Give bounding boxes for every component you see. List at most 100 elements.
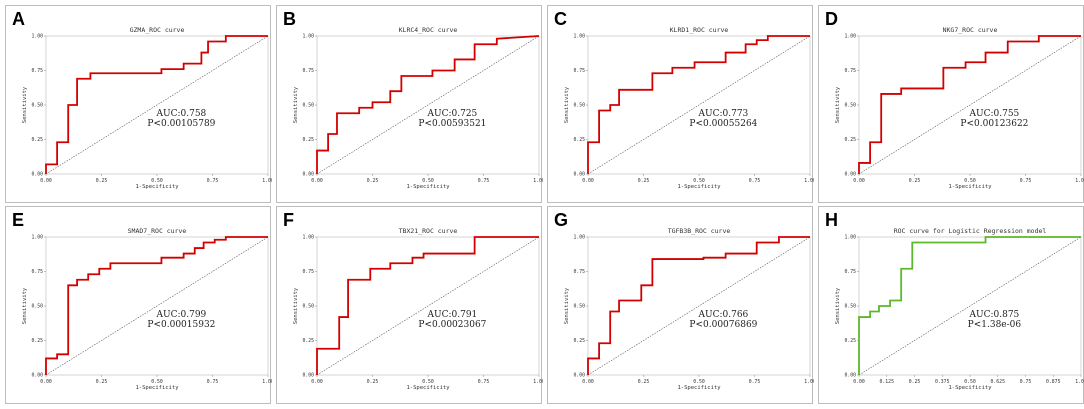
y-tick-label: 0.50 <box>31 304 43 310</box>
roc-panel-e: E SMAD7_ROC curve 0.00 0.25 0.50 0.75 1.00 0.00… <box>5 206 272 404</box>
x-tick-label: 0.50 <box>964 178 976 184</box>
reference-diagonal-line <box>45 35 269 175</box>
panel-letter: H <box>825 210 838 230</box>
p-value-annotation: P<0.00023067 <box>418 320 486 330</box>
y-tick-label: 0.75 <box>844 269 856 275</box>
y-tick-label: 0.75 <box>844 68 856 74</box>
x-tick-label: 0.25 <box>638 178 650 184</box>
y-tick-label: 0.25 <box>302 137 314 143</box>
x-tick-label: 1.00 <box>262 379 272 385</box>
panel-letter: C <box>554 9 567 29</box>
reference-diagonal-line <box>316 35 540 175</box>
x-tick-label: 0.875 <box>1046 379 1061 385</box>
y-tick-label: 0.50 <box>844 304 856 310</box>
y-axis-label: Sensitivity <box>22 287 28 324</box>
x-tick-label: 1.00 <box>804 379 814 385</box>
x-tick-label: 0.75 <box>207 379 219 385</box>
x-tick-label: 0.50 <box>964 379 976 385</box>
y-tick-label: 0.75 <box>573 68 585 74</box>
roc-curve-series <box>858 236 1081 375</box>
y-tick-label: 0.75 <box>302 269 314 275</box>
p-value-annotation: P<0.00123622 <box>960 119 1028 129</box>
x-tick-label: 0.25 <box>367 379 379 385</box>
y-axis-label: Sensitivity <box>293 86 299 123</box>
y-tick-label: 1.00 <box>573 34 585 40</box>
chart-title: ROC curve for Logistic Regression model <box>894 227 1047 235</box>
reference-diagonal-line <box>587 35 811 175</box>
p-value-annotation: P<0.00076869 <box>689 320 757 330</box>
panel-letter: F <box>283 210 294 230</box>
y-tick-label: 0.50 <box>573 103 585 109</box>
y-tick-label: 0.75 <box>573 269 585 275</box>
y-tick-label: 0.25 <box>844 338 856 344</box>
chart-title: KLRD1_ROC curve <box>670 26 729 34</box>
y-axis-label: Sensitivity <box>564 86 570 123</box>
roc-plot: KLRC4_ROC curve 0.00 0.25 0.50 0.75 1.00 0.00 0… <box>293 26 543 190</box>
x-tick-label: 0.50 <box>422 178 434 184</box>
x-tick-label: 0.00 <box>311 178 323 184</box>
auc-annotation: AUC:0.725 <box>427 109 478 119</box>
roc-panel-f: F TBX21_ROC curve 0.00 0.25 0.50 0.75 1.00 0.00… <box>276 206 543 404</box>
roc-curve-series <box>45 35 268 174</box>
roc-panel-a: A GZMA_ROC curve 0.00 0.25 0.50 0.75 1.00 0.00 0… <box>5 5 272 203</box>
roc-plot: GZMA_ROC curve 0.00 0.25 0.50 0.75 1.00 0.00 0.… <box>22 26 272 190</box>
roc-plot: SMAD7_ROC curve 0.00 0.25 0.50 0.75 1.00 0.00 0… <box>22 227 272 391</box>
x-tick-label: 0.75 <box>207 178 219 184</box>
x-tick-label: 1.00 <box>1075 379 1084 385</box>
x-tick-label: 1.00 <box>533 178 543 184</box>
y-tick-label: 0.50 <box>844 103 856 109</box>
y-axis-label: Sensitivity <box>835 86 841 123</box>
x-tick-label: 0.75 <box>478 178 490 184</box>
panel-letter: G <box>554 210 569 230</box>
roc-panel-c: C KLRD1_ROC curve 0.00 0.25 0.50 0.75 1.00 0.00… <box>547 5 814 203</box>
auc-annotation: AUC:0.758 <box>156 109 207 119</box>
chart-title: SMAD7_ROC curve <box>128 227 187 235</box>
x-tick-label: 1.00 <box>533 379 543 385</box>
x-axis-label: 1-Specificity <box>135 385 179 391</box>
p-value-annotation: P<0.00105789 <box>147 119 215 129</box>
panel-letter: D <box>825 9 838 29</box>
x-tick-label: 0.25 <box>367 178 379 184</box>
reference-diagonal-line <box>587 236 811 376</box>
panel-letter: B <box>283 9 296 29</box>
x-tick-label: 0.50 <box>693 379 705 385</box>
p-value-annotation: P<1.38e-06 <box>968 320 1022 330</box>
auc-annotation: AUC:0.766 <box>698 310 749 320</box>
reference-diagonal-line <box>858 35 1082 175</box>
y-tick-label: 1.00 <box>844 235 856 241</box>
y-tick-label: 0.50 <box>573 304 585 310</box>
y-axis-label: Sensitivity <box>835 287 841 324</box>
p-value-annotation: P<0.00015932 <box>147 320 215 330</box>
y-tick-label: 0.00 <box>573 373 585 379</box>
x-tick-label: 0.75 <box>749 379 761 385</box>
y-tick-label: 0.75 <box>31 269 43 275</box>
y-tick-label: 0.25 <box>31 137 43 143</box>
reference-diagonal-line <box>316 236 540 376</box>
y-tick-label: 0.50 <box>31 103 43 109</box>
roc-panel-h: H ROC curve for Logistic Regression model… <box>818 206 1084 404</box>
p-value-annotation: P<0.00593521 <box>418 119 486 129</box>
x-tick-label: 0.25 <box>909 379 921 385</box>
auc-annotation: AUC:0.755 <box>969 109 1020 119</box>
x-tick-label: 0.25 <box>909 178 921 184</box>
auc-annotation: AUC:0.773 <box>698 109 749 119</box>
x-tick-label: 0.00 <box>582 379 594 385</box>
panel-letter: E <box>12 210 25 230</box>
y-tick-label: 0.00 <box>31 373 43 379</box>
y-axis-label: Sensitivity <box>564 287 570 324</box>
roc-curve-series <box>587 35 810 174</box>
roc-plot: NKG7_ROC curve 0.00 0.25 0.50 0.75 1.00 0.00 0.… <box>835 26 1084 190</box>
x-tick-label: 0.375 <box>935 379 950 385</box>
chart-title: GZMA_ROC curve <box>130 26 185 34</box>
y-axis-label: Sensitivity <box>293 287 299 324</box>
y-tick-label: 1.00 <box>573 235 585 241</box>
x-tick-label: 0.00 <box>853 178 865 184</box>
reference-diagonal-line <box>858 236 1082 376</box>
y-tick-label: 0.00 <box>302 373 314 379</box>
x-axis-label: 1-Specificity <box>677 184 721 190</box>
roc-curve-series <box>587 236 810 375</box>
reference-diagonal-line <box>45 236 269 376</box>
y-tick-label: 0.25 <box>31 338 43 344</box>
y-tick-label: 0.25 <box>302 338 314 344</box>
